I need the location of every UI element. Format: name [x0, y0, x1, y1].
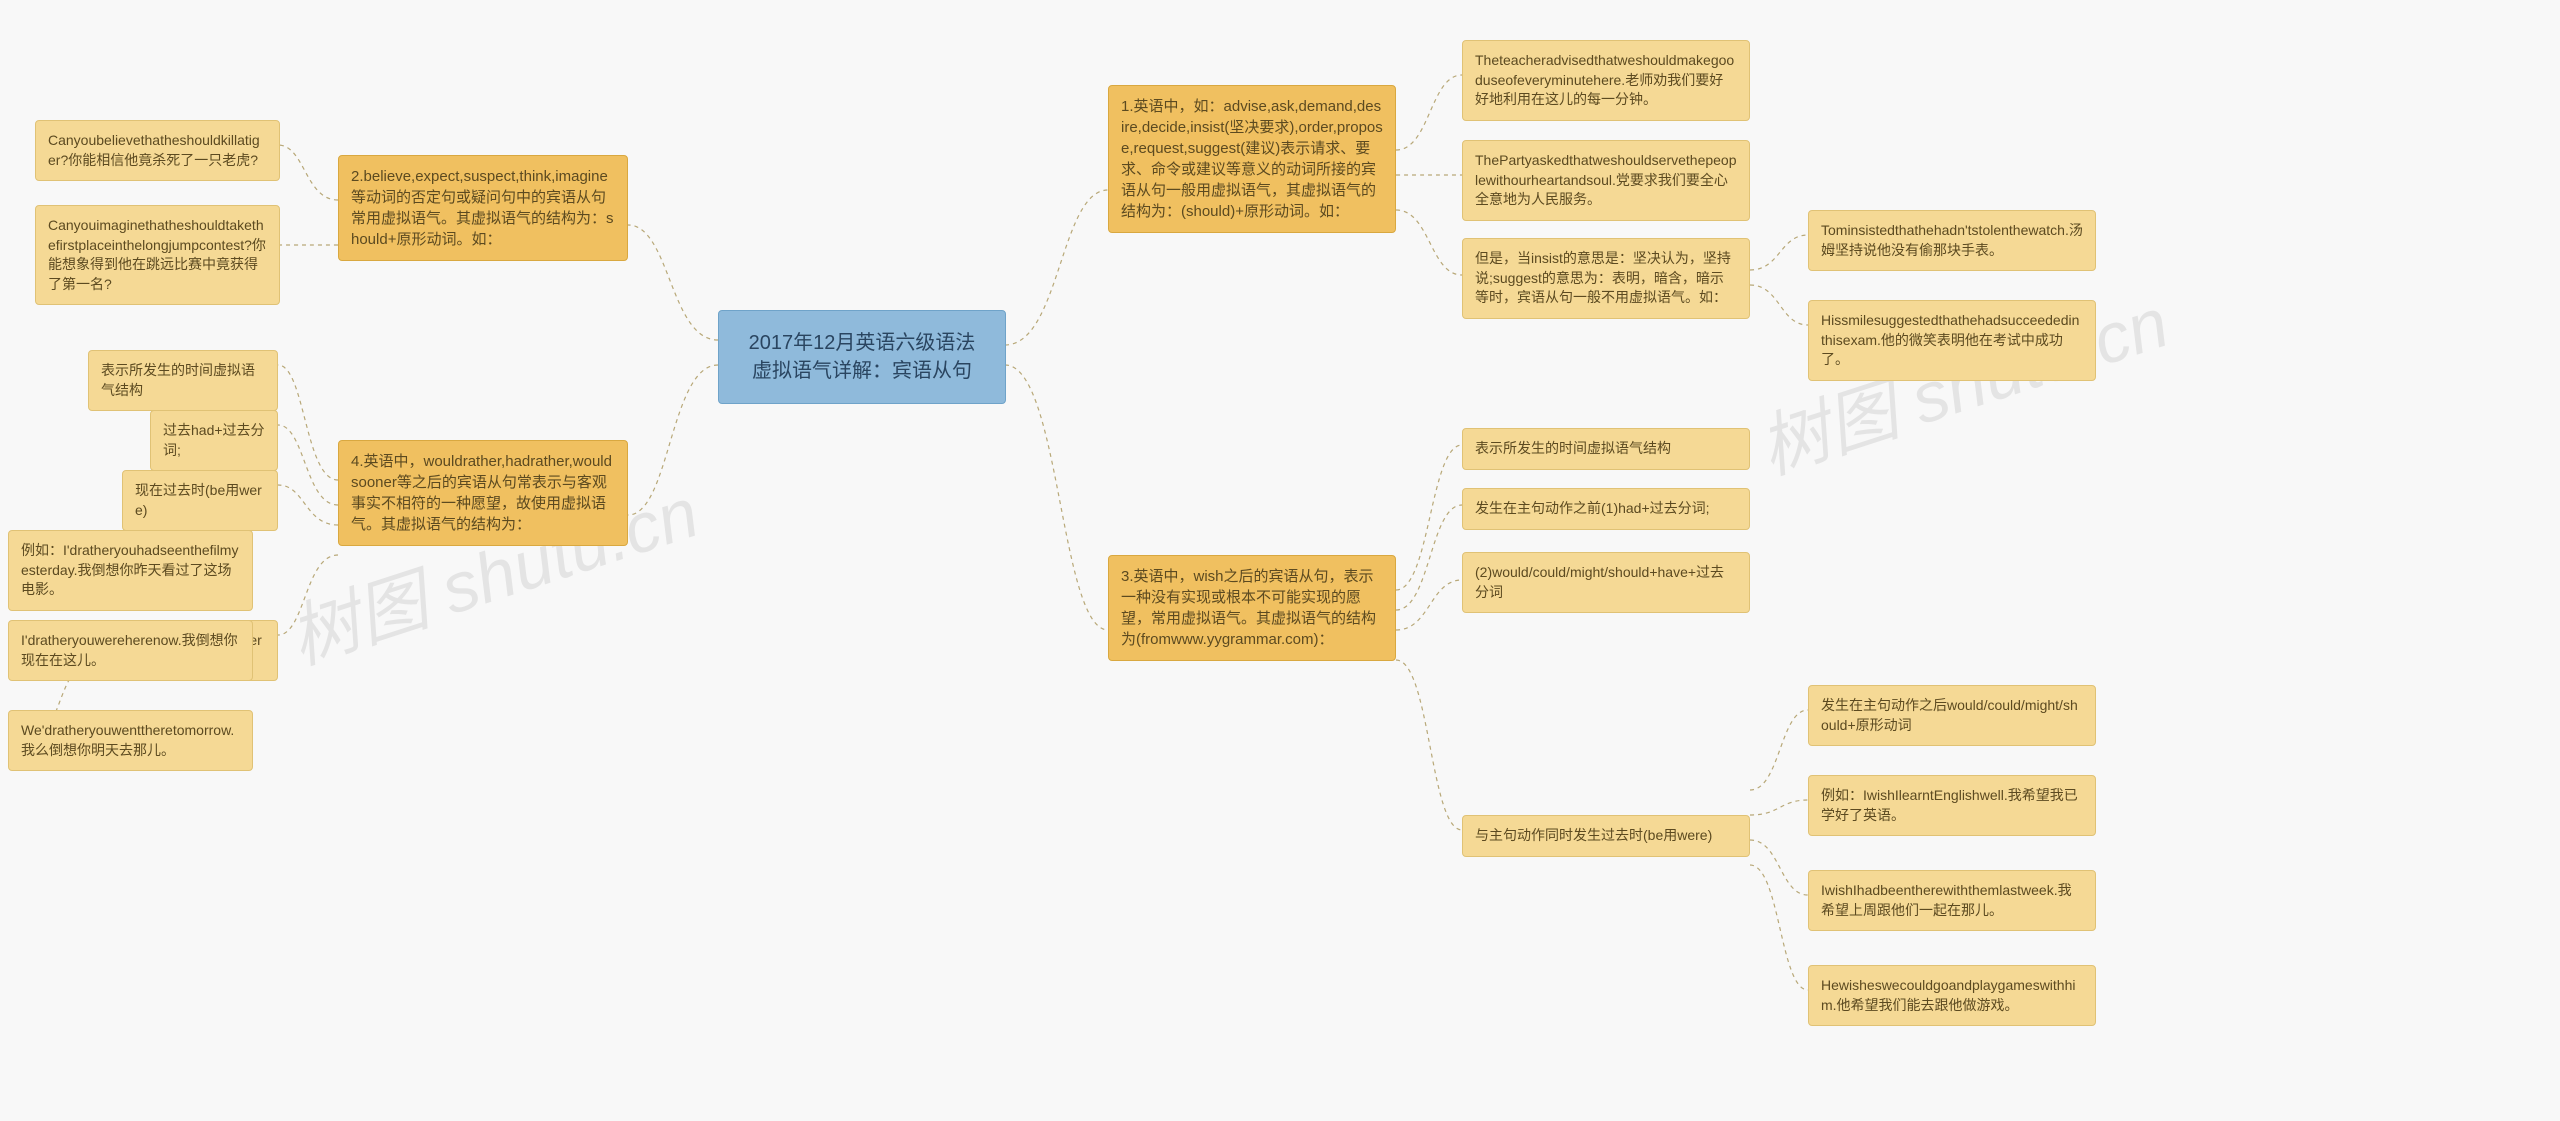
branch1-c2: ThePartyaskedthatweshouldservethepeoplew…	[1462, 140, 1750, 221]
branch1-c3b: Hissmilesuggestedthathehadsucceededinthi…	[1808, 300, 2096, 381]
branch3-c3: (2)would/could/might/should+have+过去分词	[1462, 552, 1750, 613]
branch3: 3.英语中，wish之后的宾语从句，表示一种没有实现或根本不可能实现的愿望，常用…	[1108, 555, 1396, 661]
branch4-c2: 过去had+过去分词;	[150, 410, 278, 471]
branch3-c4b: 例如：IwishIlearntEnglishwell.我希望我已学好了英语。	[1808, 775, 2096, 836]
branch3-c4d: Hewisheswecouldgoandplaygameswithhim.他希望…	[1808, 965, 2096, 1026]
branch4-c4c: We'dratheryouwenttheretomorrow.我么倒想你明天去那…	[8, 710, 253, 771]
root-line1: 2017年12月英语六级语法	[741, 329, 983, 357]
branch1-c1: Theteacheradvisedthatweshouldmakegooduse…	[1462, 40, 1750, 121]
branch3-c4: 与主句动作同时发生过去时(be用were)	[1462, 815, 1750, 857]
branch3-c4c: IwishIhadbeentherewiththemlastweek.我希望上周…	[1808, 870, 2096, 931]
branch4: 4.英语中，wouldrather,hadrather,wouldsooner等…	[338, 440, 628, 546]
root-node: 2017年12月英语六级语法 虚拟语气详解：宾语从句	[718, 310, 1006, 404]
branch2-c1: Canyoubelievethatheshouldkillatiger?你能相信…	[35, 120, 280, 181]
branch2: 2.believe,expect,suspect,think,imagine等动…	[338, 155, 628, 261]
branch3-c2: 发生在主句动作之前(1)had+过去分词;	[1462, 488, 1750, 530]
branch4-c3: 现在过去时(be用were)	[122, 470, 278, 531]
root-line2: 虚拟语气详解：宾语从句	[741, 357, 983, 385]
branch4-c4a: 例如：I'dratheryouhadseenthefilmyesterday.我…	[8, 530, 253, 611]
branch3-c4a: 发生在主句动作之后would/could/might/should+原形动词	[1808, 685, 2096, 746]
branch4-c4b: I'dratheryouwereherenow.我倒想你现在在这儿。	[8, 620, 253, 681]
branch1-c3: 但是，当insist的意思是：坚决认为，坚持说;suggest的意思为：表明，暗…	[1462, 238, 1750, 319]
branch3-c1: 表示所发生的时间虚拟语气结构	[1462, 428, 1750, 470]
branch1: 1.英语中，如：advise,ask,demand,desire,decide,…	[1108, 85, 1396, 233]
branch4-c1: 表示所发生的时间虚拟语气结构	[88, 350, 278, 411]
branch2-c2: Canyouimaginethatheshouldtakethefirstpla…	[35, 205, 280, 305]
branch1-c3a: Tominsistedthathehadn'tstolenthewatch.汤姆…	[1808, 210, 2096, 271]
